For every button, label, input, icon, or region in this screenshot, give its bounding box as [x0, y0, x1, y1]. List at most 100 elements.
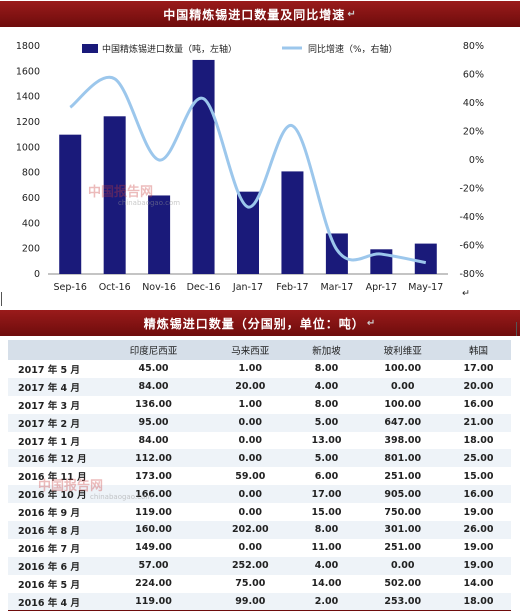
- x-tick-label: Nov-16: [142, 282, 176, 293]
- table-cell: 750.00: [384, 506, 422, 518]
- table-cell: 17.00: [293, 485, 360, 504]
- import-table: 印度尼西亚 马来西亚 新加坡 玻利维亚 韩国 2017 年 5 月 45.00 1.00 8.…: [8, 340, 511, 611]
- bar: [325, 233, 348, 274]
- watermark-url-2: chinabaogao.com: [90, 493, 153, 501]
- x-tick-label: Jan-17: [232, 282, 263, 293]
- table-cell: 136.00: [135, 399, 172, 411]
- table-cell: 0.00: [207, 413, 294, 432]
- x-tick-label: Feb-17: [276, 282, 308, 293]
- table-cell: 100.00: [384, 399, 422, 411]
- table-cell: 21.00: [445, 413, 511, 432]
- column-header: 玻利维亚: [359, 340, 446, 360]
- y-left-tick-label: 1600: [16, 66, 40, 77]
- table-cell: 16.00: [463, 399, 494, 411]
- bar: [103, 116, 126, 274]
- row-label: 2017 年 1 月: [18, 436, 80, 448]
- y-left-tick-label: 1000: [16, 142, 40, 153]
- table-cell: 8.00: [314, 363, 339, 375]
- table-cell: 252.00: [207, 556, 294, 575]
- y-left-tick-label: 400: [22, 218, 40, 229]
- table-cell: 99.00: [207, 592, 294, 611]
- table-row: 2017 年 3 月 136.00 1.00 8.00 100.00 16.00: [8, 396, 511, 414]
- table-cell: 119.00: [135, 506, 172, 518]
- y-left-tick-label: 600: [22, 193, 40, 204]
- table-cell: 19.00: [463, 506, 494, 518]
- table-cell: 75.00: [235, 578, 266, 590]
- table-cell: 4.00: [293, 556, 360, 575]
- table-row: 2016 年 11 月 173.00 59.00 6.00 251.00 15.00: [8, 467, 511, 485]
- table-row: 2017 年 5 月 45.00 1.00 8.00 100.00 17.00: [8, 360, 511, 378]
- growth-rate-line: [69, 75, 427, 265]
- table-row: 2017 年 1 月 84.00 0.00 13.00 398.00 18.00: [8, 432, 511, 450]
- table-cell: 19.00: [463, 542, 494, 554]
- table-cell: 100.00: [384, 363, 422, 375]
- table-cell: 224.00: [135, 578, 172, 590]
- table-row: 2016 年 9 月 119.00 0.00 15.00 750.00 19.00: [8, 503, 511, 521]
- table-cell: 95.00: [100, 413, 208, 432]
- table-row: 2016 年 6 月 57.00 252.00 4.00 0.00 19.00: [8, 556, 511, 575]
- table-cell: 251.00: [384, 470, 422, 482]
- table-cell: 18.00: [463, 435, 494, 446]
- y-right-tick-label: 40%: [463, 98, 484, 109]
- table-cell: 4.00: [293, 377, 360, 396]
- table-cell: 398.00: [384, 435, 422, 446]
- table-cell: 0.00: [359, 556, 446, 575]
- table-title: 精炼锡进口数量（分国别，单位：吨）: [143, 316, 365, 331]
- y-right-tick-label: -40%: [459, 212, 484, 223]
- table-cell: 18.00: [445, 592, 511, 611]
- table-cell: 59.00: [235, 470, 266, 482]
- table-cell: 112.00: [100, 449, 208, 468]
- table-cell: 173.00: [135, 470, 172, 482]
- legend-bar-swatch: [82, 44, 98, 53]
- row-label: 2016 年 7 月: [18, 543, 80, 555]
- table-cell: 160.00: [100, 521, 208, 539]
- x-tick-label: Dec-16: [187, 282, 221, 293]
- y-right-tick-label: -80%: [459, 269, 484, 280]
- table-cell: 0.00: [238, 542, 262, 554]
- table-row: 2016 年 12 月 112.00 0.00 5.00 801.00 25.00: [8, 449, 511, 468]
- table-cell: 26.00: [445, 521, 511, 539]
- y-right-tick-label: -20%: [459, 184, 484, 195]
- table-header-row: 印度尼西亚 马来西亚 新加坡 玻利维亚 韩国: [8, 340, 511, 360]
- table-row: 2016 年 10 月 166.00 0.00 17.00 905.00 16.00: [8, 485, 511, 504]
- x-tick-label: Oct-16: [99, 282, 131, 293]
- table-cell: 905.00: [359, 485, 446, 504]
- watermark-url: chinabaogao.com: [118, 199, 181, 207]
- table-cell: 0.00: [359, 377, 446, 396]
- table-cell: 119.00: [100, 592, 208, 611]
- table-body: 2017 年 5 月 45.00 1.00 8.00 100.00 17.00 2017 年…: [8, 360, 511, 611]
- y-left-tick-label: 800: [22, 168, 40, 179]
- table-row: 2016 年 4 月 119.00 99.00 2.00 253.00 18.00: [8, 592, 511, 611]
- table-cell: 17.00: [463, 363, 494, 375]
- table-cell: 0.00: [238, 506, 262, 518]
- table-cell: 14.00: [311, 578, 342, 590]
- row-label: 2017 年 5 月: [18, 364, 80, 376]
- x-tick-label: Sep-16: [54, 282, 87, 293]
- table-cell: 166.00: [100, 485, 208, 504]
- table-cell: 5.00: [293, 413, 360, 432]
- y-right-tick-label: 60%: [463, 70, 484, 81]
- y-right-tick-label: 0%: [469, 155, 484, 166]
- table-cell: 2.00: [293, 592, 360, 611]
- x-tick-label: Mar-17: [320, 282, 353, 293]
- row-label: 2016 年 4 月: [8, 592, 100, 611]
- table-cell: 19.00: [445, 556, 511, 575]
- bar: [281, 171, 304, 274]
- table-cell: 5.00: [293, 449, 360, 468]
- table-cell: 15.00: [463, 470, 494, 482]
- table-cell: 1.00: [238, 363, 262, 375]
- row-label: 2016 年 5 月: [18, 579, 80, 591]
- table-cell: 0.00: [238, 435, 262, 446]
- table-cell: 84.00: [138, 435, 169, 446]
- column-header: 马来西亚: [207, 340, 294, 360]
- table-cell: 6.00: [314, 470, 339, 482]
- bar: [192, 59, 215, 274]
- table-cell: 301.00: [359, 521, 446, 539]
- y-left-tick-label: 1200: [16, 117, 40, 128]
- table-title-bar: 精炼锡进口数量（分国别，单位：吨） ↵: [0, 310, 520, 336]
- row-label: 2017 年 4 月: [8, 377, 100, 396]
- edge-marker: [516, 322, 517, 336]
- y-left-tick-label: 0: [34, 269, 40, 280]
- return-mark-icon: ↵: [462, 288, 470, 299]
- table-cell: 8.00: [314, 399, 339, 411]
